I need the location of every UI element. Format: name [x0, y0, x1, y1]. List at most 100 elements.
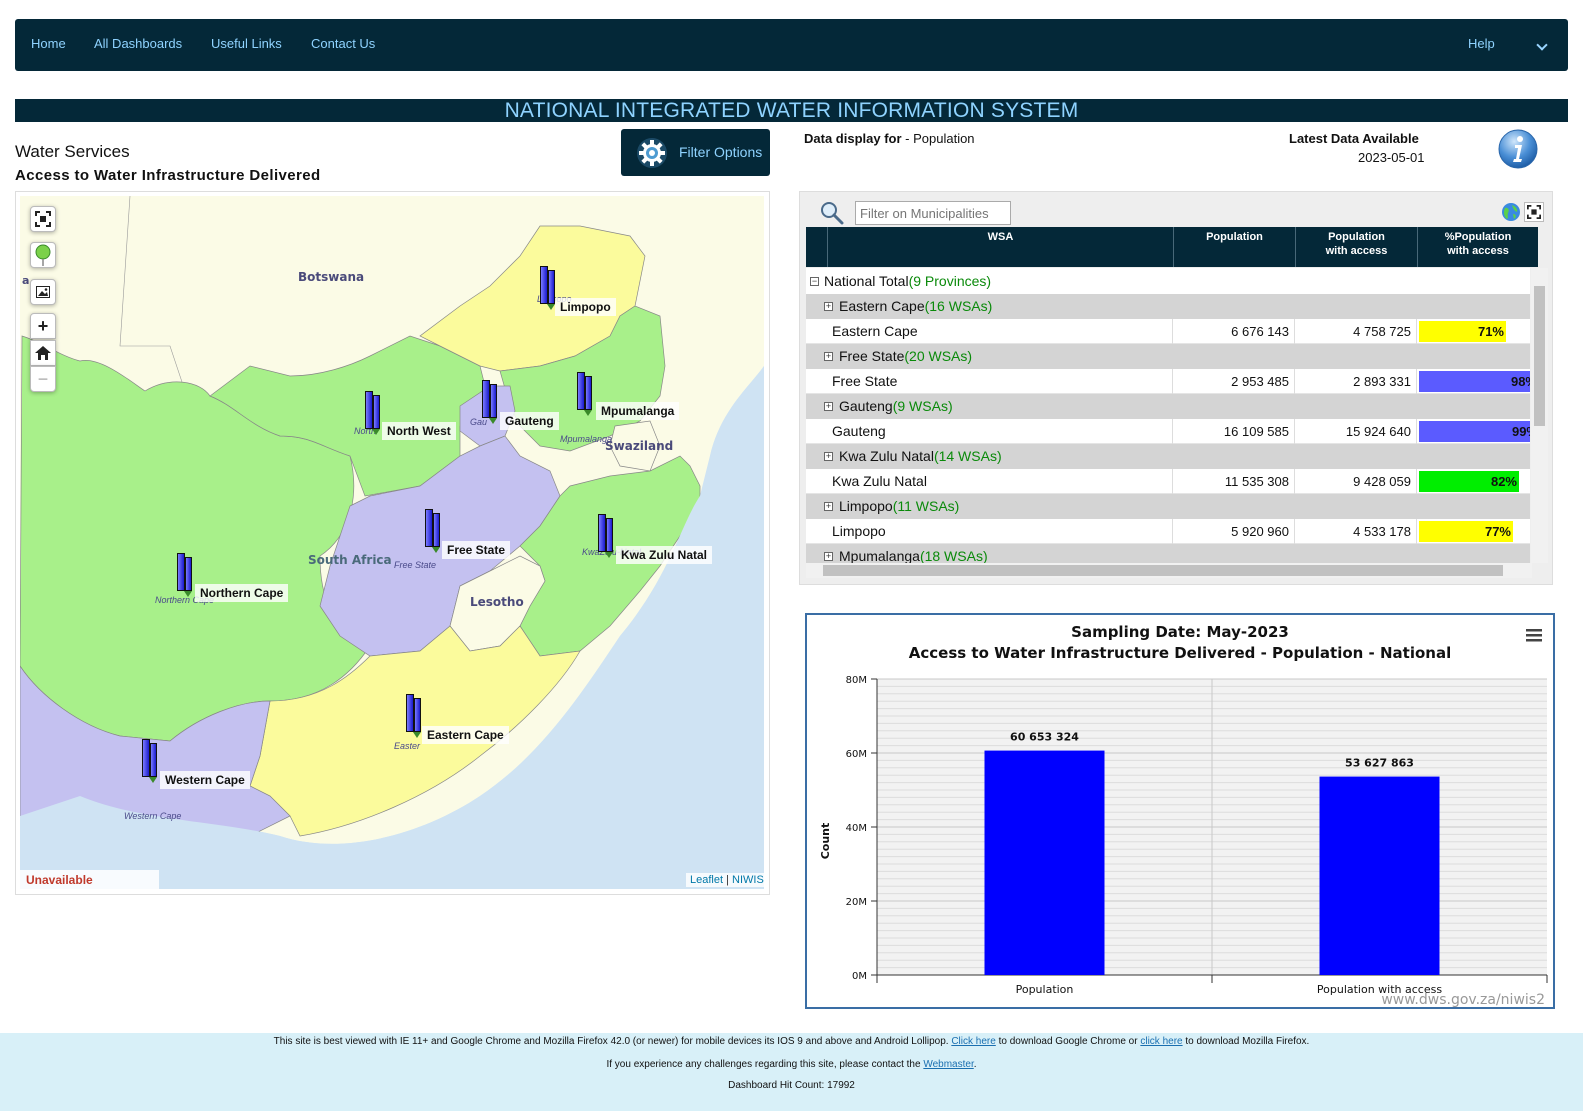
collapse-icon[interactable]: − — [810, 276, 819, 286]
search-icon[interactable] — [820, 201, 844, 225]
province-marker-label[interactable]: Western Cape — [160, 771, 250, 789]
column-header-population[interactable]: Population — [1173, 227, 1295, 267]
chevron-down-icon[interactable] — [1536, 39, 1548, 51]
bar-chart-marker-icon[interactable] — [577, 372, 595, 416]
bar-chart-marker-icon[interactable] — [425, 509, 443, 553]
zoom-in-button[interactable]: + — [30, 313, 56, 339]
bar-chart-marker-icon[interactable] — [540, 266, 558, 310]
percent-bar: 99% — [1419, 421, 1530, 442]
marker-pointer — [584, 410, 592, 416]
province-group-row[interactable]: + Eastern Cape(16 WSAs) — [806, 294, 1530, 319]
x-tick-label: Population with access — [1317, 983, 1442, 996]
expand-icon[interactable]: + — [824, 501, 833, 511]
table-row[interactable]: Free State 2 953 485 2 893 331 98% — [806, 369, 1530, 394]
data-display-value: - Population — [905, 131, 975, 146]
province-map[interactable]: Botswana South Africa Lesotho Swaziland … — [20, 196, 764, 889]
bar-chart-marker-icon[interactable] — [482, 380, 500, 424]
province-group-row[interactable]: + Kwa Zulu Natal(14 WSAs) — [806, 444, 1530, 469]
footer: This site is best viewed with IE 11+ and… — [0, 1033, 1583, 1111]
firefox-download-link[interactable]: click here — [1140, 1036, 1183, 1047]
row-population: 6 676 143 — [1173, 319, 1295, 344]
bar-chart-marker-icon[interactable] — [598, 514, 616, 558]
municipality-filter-input[interactable] — [855, 201, 1011, 225]
column-header-label: %Population — [1444, 231, 1512, 243]
chart-subtitle: Access to Water Infrastructure Delivered… — [909, 644, 1451, 662]
column-header-percent-with-access[interactable]: %Population with access — [1417, 227, 1538, 267]
expand-icon[interactable]: + — [824, 351, 833, 361]
latest-data-label: Latest Data Available — [1289, 131, 1419, 146]
marker-bar — [142, 739, 150, 777]
province-marker-label[interactable]: Northern Cape — [195, 584, 289, 602]
table-row[interactable]: Limpopo 5 920 960 4 533 178 77% — [806, 519, 1530, 544]
bar-chart-marker-icon[interactable] — [142, 739, 160, 783]
zoom-out-button[interactable]: − — [30, 366, 56, 392]
nav-all-dashboards-link[interactable]: All Dashboards — [94, 36, 183, 51]
province-marker-label[interactable]: Mpumalanga — [596, 402, 680, 420]
province-marker-label[interactable]: Free State — [442, 541, 511, 559]
table-vertical-scrollbar[interactable] — [1531, 268, 1548, 563]
filter-options-button[interactable]: Filter Options — [621, 129, 770, 176]
north-west-region[interactable] — [209, 335, 491, 497]
lesotho-label: Lesotho — [470, 595, 524, 609]
locate-button[interactable] — [30, 242, 56, 268]
fullscreen-button[interactable] — [30, 206, 56, 232]
table-row[interactable]: Kwa Zulu Natal 11 535 308 9 428 059 82% — [806, 469, 1530, 494]
bar-chart-marker-icon[interactable] — [365, 391, 383, 435]
table-row[interactable]: Gauteng 16 109 585 15 924 640 99% — [806, 419, 1530, 444]
nav-useful-links-link[interactable]: Useful Links — [211, 36, 282, 51]
table-fullscreen-button[interactable] — [1524, 202, 1544, 222]
group-name: Gauteng — [839, 398, 893, 414]
group-label: Eastern Cape(16 WSAs) — [839, 294, 992, 319]
home-button[interactable] — [30, 340, 56, 366]
latest-data-date: 2023-05-01 — [1358, 150, 1425, 165]
province-marker-label[interactable]: North West — [382, 422, 456, 440]
section-subtitle: Access to Water Infrastructure Delivered — [15, 167, 321, 184]
province-marker-label[interactable]: Limpopo — [555, 298, 616, 316]
province-group-row[interactable]: + Mpumalanga(18 WSAs) — [806, 544, 1530, 563]
expander-column-header — [806, 227, 827, 267]
scrollbar-thumb[interactable] — [823, 565, 1503, 576]
group-name: Kwa Zulu Natal — [839, 448, 934, 464]
row-population-with-access: 2 893 331 — [1295, 369, 1417, 394]
table-row[interactable]: Eastern Cape 6 676 143 4 758 725 71% — [806, 319, 1530, 344]
province-marker-label[interactable]: Gauteng — [500, 412, 559, 430]
row-percent-cell: 99% — [1417, 419, 1530, 444]
table-horizontal-scrollbar[interactable] — [806, 563, 1532, 578]
export-image-button[interactable] — [30, 279, 56, 305]
expand-icon[interactable]: + — [824, 401, 833, 411]
chrome-download-link[interactable]: Click here — [951, 1036, 996, 1047]
niwis-link[interactable]: NIWIS — [732, 874, 764, 886]
botswana-label: Botswana — [298, 270, 364, 284]
info-icon[interactable] — [1498, 129, 1538, 169]
nav-help-link[interactable]: Help — [1468, 36, 1495, 51]
province-group-row[interactable]: + Gauteng(9 WSAs) — [806, 394, 1530, 419]
national-total-row[interactable]: − National Total(9 Provinces) — [806, 269, 1530, 294]
fullscreen-icon — [35, 211, 51, 227]
province-group-row[interactable]: + Free State(20 WSAs) — [806, 344, 1530, 369]
national-total-label: National Total(9 Provinces) — [824, 269, 991, 294]
expand-icon[interactable]: + — [824, 451, 833, 461]
province-marker-label[interactable]: Eastern Cape — [422, 726, 509, 744]
group-name: Eastern Cape — [839, 298, 925, 314]
expand-icon[interactable]: + — [824, 301, 833, 311]
row-spacer — [806, 419, 827, 444]
chart-menu-icon[interactable] — [1526, 629, 1542, 642]
nav-contact-us-link[interactable]: Contact Us — [311, 36, 376, 51]
column-header-population-with-access[interactable]: Population with access — [1295, 227, 1417, 267]
south-africa-label: South Africa — [308, 553, 392, 567]
nav-home-link[interactable]: Home — [31, 36, 66, 51]
leaflet-link[interactable]: Leaflet — [690, 874, 724, 886]
filter-options-label: Filter Options — [679, 144, 763, 160]
province-marker-label[interactable]: Kwa Zulu Natal — [616, 546, 713, 564]
row-wsa-name: Limpopo — [832, 519, 1173, 544]
globe-icon[interactable] — [1501, 202, 1521, 222]
province-group-row[interactable]: + Limpopo(11 WSAs) — [806, 494, 1530, 519]
scrollbar-thumb[interactable] — [1534, 286, 1545, 426]
webmaster-link[interactable]: Webmaster — [923, 1059, 974, 1070]
table-toolbar — [806, 199, 1546, 226]
expand-icon[interactable]: + — [824, 551, 833, 561]
bar-chart-marker-icon[interactable] — [177, 553, 195, 597]
column-header-wsa[interactable]: WSA — [827, 227, 1173, 267]
bar-chart-marker-icon[interactable] — [406, 694, 424, 738]
row-population-with-access: 4 758 725 — [1295, 319, 1417, 344]
